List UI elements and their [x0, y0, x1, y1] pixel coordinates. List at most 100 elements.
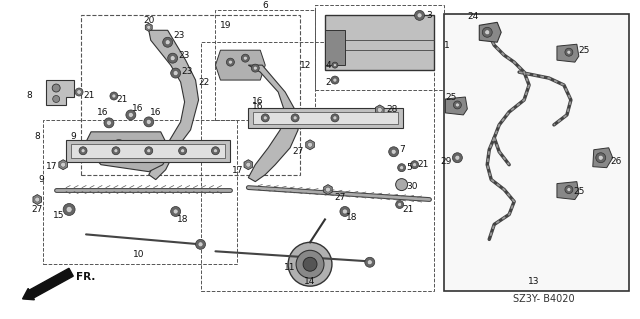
- Circle shape: [112, 147, 120, 155]
- Text: 25: 25: [578, 46, 589, 55]
- Circle shape: [456, 103, 460, 107]
- Circle shape: [252, 64, 259, 72]
- Text: 16: 16: [132, 104, 143, 114]
- Text: 13: 13: [528, 277, 540, 286]
- Circle shape: [173, 70, 178, 76]
- Text: 24: 24: [468, 12, 479, 21]
- Circle shape: [293, 116, 297, 120]
- Text: 16: 16: [252, 98, 263, 107]
- Polygon shape: [306, 140, 314, 150]
- Circle shape: [171, 68, 180, 78]
- Text: 15: 15: [53, 211, 65, 220]
- Circle shape: [598, 155, 604, 160]
- Circle shape: [211, 147, 220, 155]
- Bar: [325, 15, 435, 70]
- Text: 8: 8: [35, 132, 40, 141]
- Text: 16: 16: [150, 108, 161, 117]
- Circle shape: [397, 203, 402, 206]
- Text: 17: 17: [232, 166, 243, 175]
- Bar: [253, 112, 397, 124]
- Text: 25: 25: [573, 187, 584, 196]
- Text: 6: 6: [262, 1, 268, 10]
- Circle shape: [198, 242, 203, 247]
- Circle shape: [308, 142, 312, 147]
- Text: 25: 25: [445, 93, 457, 102]
- Circle shape: [147, 119, 151, 124]
- Circle shape: [303, 257, 317, 271]
- Circle shape: [263, 116, 268, 120]
- Circle shape: [388, 147, 399, 157]
- Text: 23: 23: [173, 31, 184, 40]
- Circle shape: [35, 197, 40, 202]
- Circle shape: [453, 101, 461, 109]
- Bar: [216, 11, 315, 120]
- Polygon shape: [86, 132, 169, 172]
- Polygon shape: [557, 182, 579, 199]
- Circle shape: [75, 88, 83, 96]
- Circle shape: [455, 155, 460, 160]
- Circle shape: [411, 161, 419, 169]
- Circle shape: [110, 92, 118, 100]
- Polygon shape: [324, 185, 332, 195]
- Circle shape: [333, 78, 337, 82]
- Polygon shape: [145, 23, 152, 31]
- Polygon shape: [216, 50, 265, 80]
- Bar: [444, 14, 628, 291]
- Text: 21: 21: [83, 92, 95, 100]
- Bar: [81, 15, 300, 174]
- Circle shape: [291, 114, 299, 122]
- Text: 10: 10: [133, 250, 145, 259]
- Circle shape: [331, 76, 339, 84]
- Circle shape: [144, 117, 154, 127]
- Circle shape: [367, 260, 372, 265]
- Circle shape: [52, 84, 60, 92]
- Text: 27: 27: [292, 147, 304, 156]
- Circle shape: [596, 153, 605, 163]
- Circle shape: [261, 114, 269, 122]
- Circle shape: [246, 162, 251, 167]
- Circle shape: [63, 204, 75, 215]
- Circle shape: [129, 112, 133, 117]
- Text: 7: 7: [399, 145, 404, 154]
- Text: 23: 23: [178, 51, 189, 60]
- Circle shape: [417, 13, 422, 18]
- Text: 21: 21: [116, 95, 127, 105]
- Text: 1: 1: [444, 41, 449, 50]
- Circle shape: [567, 50, 571, 54]
- Text: 14: 14: [305, 277, 316, 286]
- Text: 17: 17: [47, 162, 58, 171]
- Circle shape: [228, 60, 232, 64]
- Text: 4: 4: [325, 61, 331, 70]
- Text: FR.: FR.: [76, 272, 95, 282]
- Circle shape: [114, 149, 118, 153]
- Circle shape: [565, 48, 573, 56]
- Circle shape: [415, 11, 424, 20]
- Circle shape: [214, 149, 218, 153]
- Circle shape: [196, 239, 205, 249]
- Polygon shape: [244, 160, 253, 170]
- Text: 2: 2: [325, 78, 331, 86]
- Circle shape: [391, 149, 396, 154]
- Circle shape: [342, 209, 348, 214]
- Circle shape: [173, 209, 178, 214]
- Bar: [315, 5, 444, 90]
- Circle shape: [567, 188, 571, 192]
- Circle shape: [145, 147, 153, 155]
- Circle shape: [227, 58, 234, 66]
- Circle shape: [413, 163, 417, 167]
- Bar: [200, 42, 435, 291]
- Circle shape: [332, 62, 338, 68]
- Text: 23: 23: [181, 67, 192, 76]
- Text: 18: 18: [346, 213, 358, 222]
- Text: 8: 8: [26, 92, 32, 100]
- Circle shape: [171, 206, 180, 217]
- Circle shape: [163, 37, 173, 47]
- Text: 11: 11: [284, 263, 296, 272]
- Circle shape: [141, 150, 151, 160]
- Circle shape: [168, 53, 178, 63]
- Polygon shape: [248, 65, 298, 182]
- Circle shape: [165, 40, 170, 45]
- FancyArrow shape: [22, 268, 73, 300]
- Circle shape: [288, 242, 332, 286]
- Circle shape: [180, 149, 184, 153]
